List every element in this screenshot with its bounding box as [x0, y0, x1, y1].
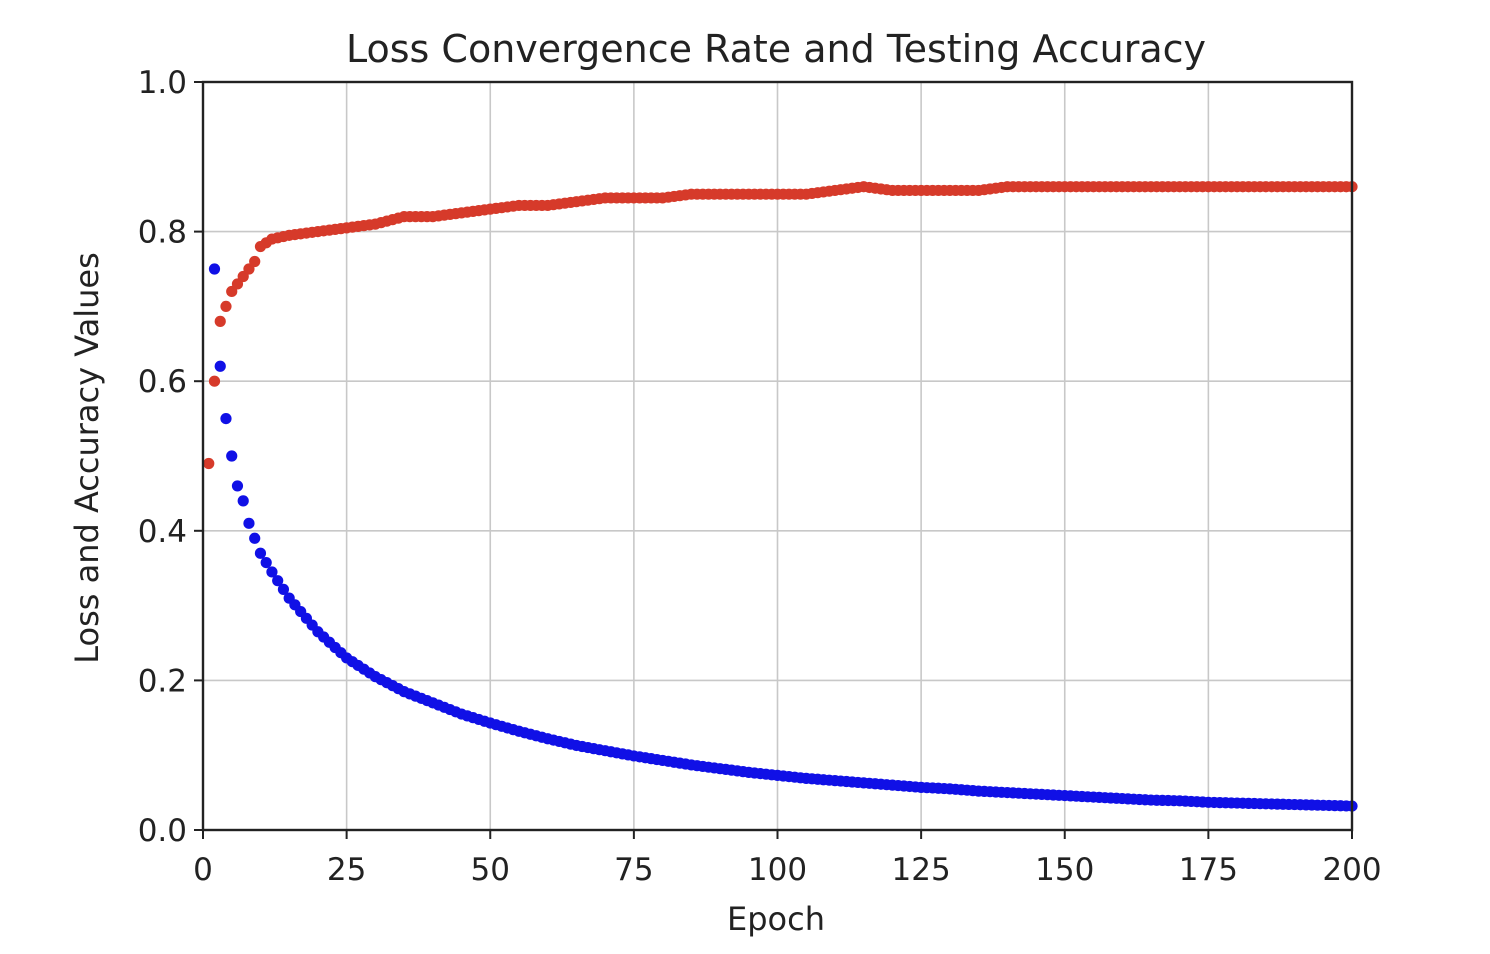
series-0-point: [203, 457, 215, 470]
y-tick-label: 0.4: [138, 514, 187, 550]
series-0-point: [214, 315, 226, 327]
series-1-point: [208, 263, 221, 275]
x-tick-label: 125: [892, 852, 951, 888]
series-1-point: [237, 495, 249, 507]
series-1-point: [272, 575, 284, 587]
y-tick-label: 0.0: [138, 813, 187, 849]
series-1-point: [254, 547, 267, 559]
x-tick-label: 100: [748, 852, 807, 888]
x-tick-label: 175: [1179, 852, 1238, 888]
series-0-point: [220, 300, 232, 312]
data-points: [203, 181, 1358, 812]
series-0-point: [249, 255, 261, 268]
y-tick-label: 0.2: [138, 663, 187, 699]
series-0-points: [203, 181, 1358, 470]
x-tick-label: 50: [471, 852, 510, 888]
chart-title: Loss Convergence Rate and Testing Accura…: [346, 27, 1206, 71]
y-axis-label: Loss and Accuracy Values: [68, 252, 106, 664]
series-1-point: [231, 480, 244, 492]
series-1-point: [249, 532, 261, 544]
x-tick-label: 0: [193, 852, 213, 888]
x-axis-label: Epoch: [727, 900, 825, 938]
series-1-point: [277, 583, 290, 595]
y-tick-label: 1.0: [138, 65, 187, 101]
x-tick-label: 150: [1035, 852, 1094, 888]
series-1-point: [266, 566, 278, 578]
y-tick-label: 0.8: [138, 215, 187, 251]
x-tick-label: 25: [327, 852, 366, 888]
axis-ticks: 0 25 50 75 100 125 150 175 200 0.0 0.2 0.4 0.6 0.8 1.0: [138, 65, 1382, 888]
series-1-point: [243, 517, 255, 529]
series-1-point: [220, 413, 232, 425]
series-0-point: [208, 375, 221, 387]
series-1-point: [226, 450, 238, 462]
x-tick-label: 200: [1322, 852, 1381, 888]
x-tick-label: 75: [614, 852, 653, 888]
series-1-point: [214, 360, 226, 372]
y-tick-label: 0.6: [138, 364, 187, 400]
series-1-points: [208, 263, 1358, 812]
series-1-point: [260, 556, 272, 569]
